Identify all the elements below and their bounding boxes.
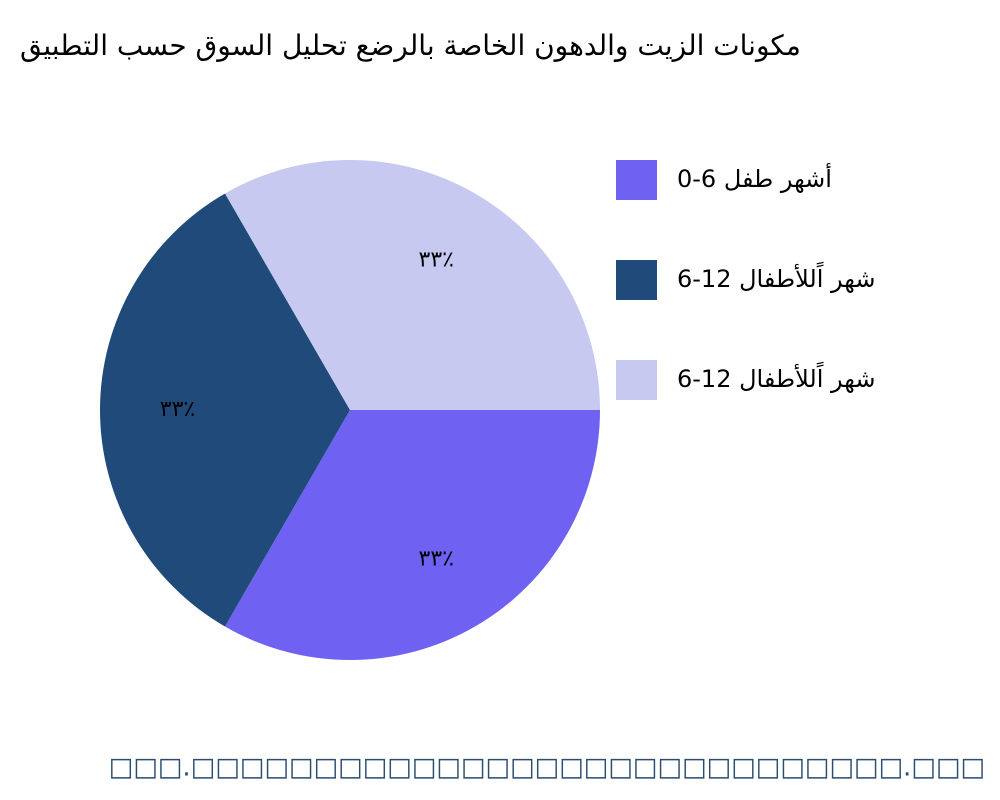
data-label: ٣٣٪ (419, 248, 454, 273)
legend-swatch (616, 260, 657, 300)
legend-label: 6-12 شهر اًللأطفال (677, 362, 875, 393)
data-label: ٣٣٪ (419, 546, 454, 571)
legend-label: 6-12 شهر اًللأطفال (677, 262, 875, 293)
chart-title: مكونات الزيت والدهون الخاصة بالرضع تحليل… (20, 29, 801, 62)
legend-swatch (616, 160, 657, 200)
pie-slice (225, 160, 600, 410)
legend-swatch (616, 360, 657, 400)
pie-slice (225, 410, 600, 660)
data-label: ٣٣٪ (160, 397, 195, 422)
legend-label: 0-6 أشهر طفل (677, 163, 832, 193)
source: □□□.□□□□□□□□□□□□□□□□□□□□□□□□□□□□□.□□□ (109, 753, 985, 783)
